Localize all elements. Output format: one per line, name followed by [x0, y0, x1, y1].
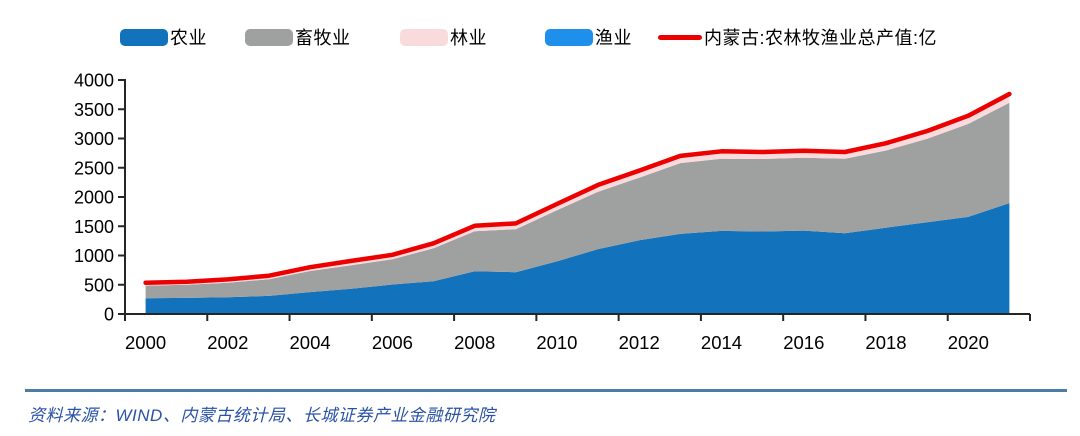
legend-swatch-fishery [545, 28, 593, 46]
y-tick-label: 2500 [74, 158, 114, 178]
chart-legend: 农业 畜牧业 林业 渔业 内蒙古:农林牧渔业总产值:亿 [0, 26, 1080, 50]
legend-label-forestry: 林业 [450, 28, 487, 48]
x-tick-label: 2008 [454, 332, 495, 353]
y-tick-label: 1000 [74, 246, 114, 266]
x-tick-label: 2012 [619, 332, 660, 353]
area-series-0 [145, 203, 1010, 314]
legend-swatch-forestry [400, 28, 448, 46]
y-tick-label: 4000 [74, 71, 114, 91]
legend-item-fishery: 渔业 [545, 26, 632, 48]
x-tick-label: 2006 [372, 332, 413, 353]
x-tick-label: 2010 [536, 332, 577, 353]
legend-label-total-line: 内蒙古:农林牧渔业总产值:亿 [704, 28, 938, 48]
x-tick-label: 2016 [783, 332, 824, 353]
y-tick-label: 1500 [74, 217, 114, 237]
x-tick-label: 2018 [865, 332, 906, 353]
source-note: 资料来源：WIND、内蒙古统计局、长城证券产业金融研究院 [28, 406, 496, 425]
y-tick-label: 2000 [74, 188, 114, 208]
x-tick-label: 2014 [701, 332, 742, 353]
x-tick-label: 2004 [290, 332, 331, 353]
y-tick-label: 3500 [74, 100, 114, 120]
legend-swatch-husbandry [245, 28, 293, 46]
legend-label-husbandry: 畜牧业 [295, 28, 351, 48]
footer-divider [25, 389, 1067, 392]
x-tick-label: 2002 [207, 332, 248, 353]
legend-line-marker-icon [658, 34, 702, 40]
legend-swatch-agriculture [120, 28, 168, 46]
legend-item-forestry: 林业 [400, 26, 487, 48]
legend-label-agriculture: 农业 [170, 28, 207, 48]
area-series-1 [145, 102, 1010, 299]
y-tick-label: 0 [104, 305, 114, 325]
legend-item-husbandry: 畜牧业 [245, 26, 351, 48]
y-tick-label: 3000 [74, 129, 114, 149]
x-tick-label: 2020 [948, 332, 989, 353]
y-tick-label: 500 [84, 275, 114, 295]
total-value-line [143, 91, 1012, 285]
x-tick-label: 2000 [125, 332, 166, 353]
legend-item-total-line: 内蒙古:农林牧渔业总产值:亿 [658, 26, 937, 48]
legend-label-fishery: 渔业 [595, 28, 632, 48]
stacked-area-chart: 0 500 1000 1500 2000 2500 3000 3500 4000 2000 2002… [74, 71, 1031, 353]
legend-item-agriculture: 农业 [120, 26, 207, 48]
